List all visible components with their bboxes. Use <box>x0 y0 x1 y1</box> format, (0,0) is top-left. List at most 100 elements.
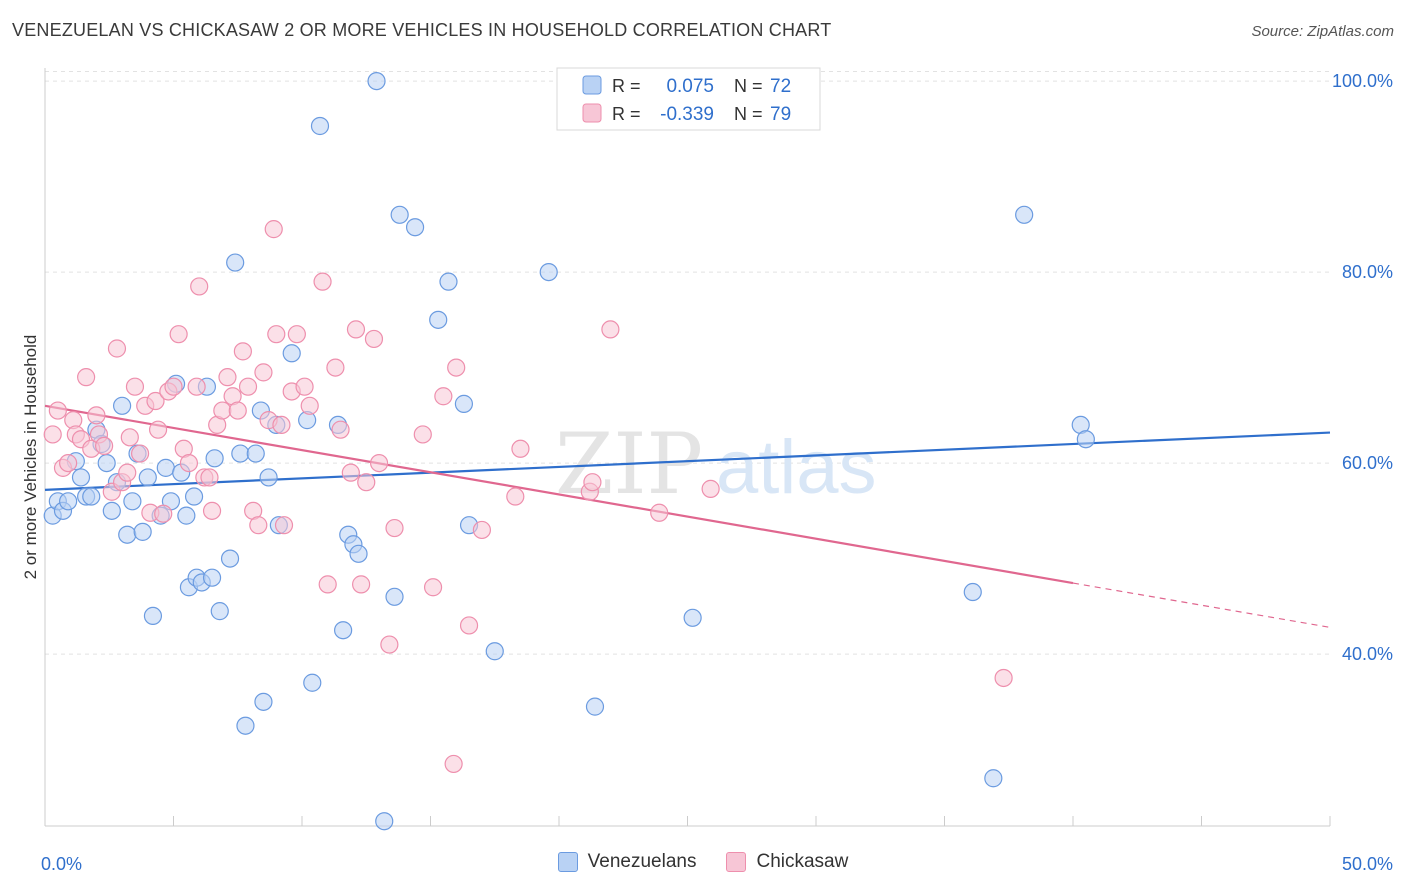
point-chickasaw <box>213 401 232 420</box>
series-legend: Venezuelans Chickasaw <box>0 851 1406 873</box>
point-chickasaw <box>272 415 291 434</box>
y-tick-label: 40.0% <box>1342 644 1393 664</box>
point-venezuelans <box>82 487 101 506</box>
point-chickasaw <box>583 473 602 492</box>
point-venezuelans <box>963 582 982 602</box>
point-venezuelans <box>156 458 175 477</box>
point-venezuelans <box>375 812 394 831</box>
point-venezuelans <box>385 587 404 606</box>
trendline-venezuelans <box>44 431 1331 491</box>
point-chickasaw <box>148 420 168 439</box>
point-chickasaw <box>233 342 252 361</box>
point-chickasaw <box>228 401 247 420</box>
point-venezuelans <box>220 549 240 568</box>
point-chickasaw <box>434 387 453 406</box>
point-venezuelans <box>71 468 91 487</box>
point-venezuelans <box>210 602 229 621</box>
point-chickasaw <box>423 578 443 597</box>
legend-bottom-label-venezuelans: Venezuelans <box>587 851 697 872</box>
point-venezuelans <box>1076 430 1095 449</box>
point-venezuelans <box>138 468 157 487</box>
point-chickasaw <box>472 520 491 540</box>
point-chickasaw <box>701 479 720 498</box>
point-venezuelans <box>133 522 152 541</box>
point-venezuelans <box>454 394 474 413</box>
legend-n-label-venezuelans: N = <box>734 76 763 96</box>
point-chickasaw <box>506 487 525 506</box>
point-chickasaw <box>357 473 376 492</box>
point-chickasaw <box>154 504 173 523</box>
y-tick-label: 80.0% <box>1342 262 1393 282</box>
legend-r-value-chickasaw: -0.339 <box>660 104 714 125</box>
point-chickasaw <box>287 325 306 344</box>
legend-swatch-chickasaw <box>582 103 602 123</box>
point-chickasaw <box>169 325 188 344</box>
point-chickasaw <box>125 377 145 396</box>
point-venezuelans <box>254 692 273 711</box>
point-chickasaw <box>331 420 350 439</box>
y-axis-label: 2 or more Vehicles in Household <box>21 335 40 580</box>
data-points <box>43 71 1095 831</box>
point-chickasaw <box>200 468 219 487</box>
point-chickasaw <box>341 463 360 482</box>
point-venezuelans <box>539 263 558 282</box>
legend-n-value-chickasaw: 79 <box>770 104 791 125</box>
point-chickasaw <box>43 425 62 444</box>
point-chickasaw <box>164 377 183 396</box>
point-chickasaw <box>254 363 273 382</box>
point-chickasaw <box>318 575 337 594</box>
point-chickasaw <box>370 454 389 473</box>
point-venezuelans <box>59 492 78 511</box>
point-venezuelans <box>202 568 222 587</box>
watermark: ZIP atlas <box>555 415 877 513</box>
axes <box>44 68 1331 827</box>
legend-swatch-venezuelans <box>582 75 602 95</box>
legend-n-value-venezuelans: 72 <box>770 76 791 97</box>
point-chickasaw <box>218 368 237 387</box>
x-tick-label: 0.0% <box>41 854 82 874</box>
legend-bottom-label-chickasaw: Chickasaw <box>756 851 849 872</box>
point-venezuelans <box>310 116 330 136</box>
source-label: Source: ZipAtlas.com <box>1251 23 1394 40</box>
point-venezuelans <box>282 344 301 363</box>
legend-n-label-chickasaw: N = <box>734 104 763 124</box>
point-venezuelans <box>367 71 386 91</box>
point-chickasaw <box>994 668 1013 688</box>
chart-title: VENEZUELAN VS CHICKASAW 2 OR MORE VEHICL… <box>12 20 832 40</box>
point-chickasaw <box>459 616 479 635</box>
point-chickasaw <box>444 754 463 774</box>
point-chickasaw <box>77 368 96 387</box>
point-chickasaw <box>179 454 199 473</box>
point-chickasaw <box>264 220 283 239</box>
point-venezuelans <box>259 468 278 487</box>
point-venezuelans <box>349 544 368 563</box>
point-chickasaw <box>364 329 384 349</box>
point-chickasaw <box>146 391 165 411</box>
legend-bottom-swatch-venezuelans <box>557 852 578 872</box>
trend-lines <box>44 404 1331 628</box>
legend-bottom-swatch-chickasaw <box>726 852 747 872</box>
point-chickasaw <box>346 320 366 339</box>
tick-labels: 100.0% 80.0% 60.0% 40.0% 0.0% 50.0% <box>41 71 1393 874</box>
point-venezuelans <box>231 444 250 463</box>
point-venezuelans <box>984 769 1003 788</box>
point-chickasaw <box>249 516 268 535</box>
point-venezuelans <box>390 205 409 224</box>
legend-item-chickasaw: Chickasaw <box>726 851 848 873</box>
point-venezuelans <box>112 396 132 415</box>
point-chickasaw <box>352 575 371 594</box>
point-venezuelans <box>429 310 448 329</box>
point-chickasaw <box>380 635 399 654</box>
point-chickasaw <box>267 325 286 344</box>
watermark-atlas: atlas <box>716 425 877 510</box>
point-chickasaw <box>300 396 319 415</box>
point-chickasaw <box>650 503 669 522</box>
point-chickasaw <box>87 406 106 425</box>
point-chickasaw <box>447 358 466 377</box>
point-chickasaw <box>385 518 404 538</box>
legend-r-label-venezuelans: R = <box>612 76 641 96</box>
point-venezuelans <box>405 218 425 237</box>
point-chickasaw <box>313 272 332 291</box>
point-venezuelans <box>303 673 322 692</box>
point-venezuelans <box>1015 205 1034 224</box>
